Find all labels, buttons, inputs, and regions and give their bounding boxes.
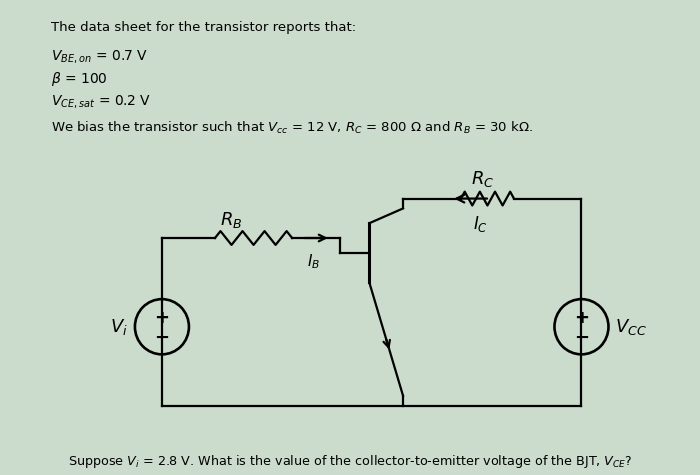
Text: The data sheet for the transistor reports that:: The data sheet for the transistor report… — [51, 21, 356, 34]
Text: $V_{CE,sat}$ = 0.2 V: $V_{CE,sat}$ = 0.2 V — [51, 93, 151, 110]
Text: Suppose $V_i$ = 2.8 V. What is the value of the collector-to-emitter voltage of : Suppose $V_i$ = 2.8 V. What is the value… — [68, 453, 632, 470]
Text: $\beta$ = 100: $\beta$ = 100 — [51, 70, 108, 88]
Text: +: + — [574, 309, 589, 327]
Text: $V_i$: $V_i$ — [111, 317, 128, 337]
Text: $I_C$: $I_C$ — [473, 214, 488, 234]
Text: −: − — [574, 329, 589, 347]
Text: $I_B$: $I_B$ — [307, 252, 320, 271]
Text: We bias the transistor such that $V_{cc}$ = 12 V, $R_C$ = 800 $\Omega$ and $R_B$: We bias the transistor such that $V_{cc}… — [51, 120, 533, 136]
Text: +: + — [155, 309, 169, 327]
Text: $V_{BE,on}$ = 0.7 V: $V_{BE,on}$ = 0.7 V — [51, 48, 148, 65]
Text: −: − — [155, 329, 169, 347]
Text: $V_{CC}$: $V_{CC}$ — [615, 317, 647, 337]
Text: $R_C$: $R_C$ — [470, 169, 494, 189]
Text: $R_B$: $R_B$ — [220, 210, 242, 230]
